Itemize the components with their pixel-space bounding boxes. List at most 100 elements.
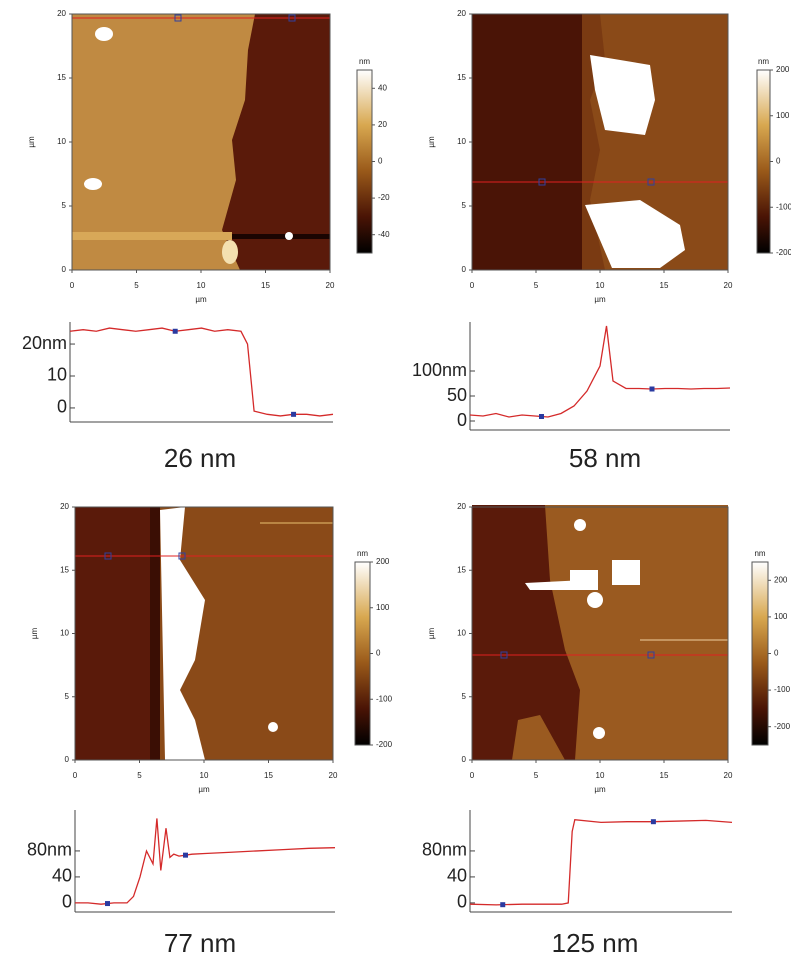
colorbar-tick-label: -40: [378, 230, 390, 239]
colorbar-tick-label: 0: [378, 157, 383, 166]
cursor-marker: [183, 852, 188, 858]
colorbar-tick-label: 100: [376, 603, 390, 612]
y-tick-label: 40: [447, 866, 467, 886]
x-axis-label: µm: [198, 785, 210, 794]
y-tick-label: 15: [60, 565, 69, 574]
x-tick-label: 15: [264, 771, 273, 780]
y-tick-label: 20: [60, 502, 69, 511]
colorbar-tick-label: 0: [376, 649, 381, 658]
x-tick-label: 20: [724, 771, 733, 780]
colorbar-tick-label: 200: [376, 557, 390, 566]
colorbar-tick-label: -200: [376, 740, 393, 749]
colorbar-label: nm: [754, 549, 765, 558]
colorbar-tick-label: -100: [776, 202, 791, 211]
colorbar-tick-label: 200: [774, 575, 788, 584]
y-tick-label: 0: [62, 892, 72, 912]
colorbar-tick-label: -200: [776, 248, 791, 257]
y-tick-label: 10: [457, 629, 466, 638]
y-axis-label: µm: [427, 628, 436, 640]
y-tick-label: 0: [62, 265, 67, 274]
x-tick-label: 10: [197, 281, 206, 290]
y-axis-label: µm: [427, 136, 436, 148]
colorbar-tick-label: 100: [776, 111, 790, 120]
colorbar-tick-label: -20: [378, 193, 390, 202]
x-tick-label: 20: [329, 771, 338, 780]
colorbar-tick-label: -200: [774, 722, 791, 731]
y-tick-label: 20nm: [22, 333, 67, 353]
y-tick-label: 5: [62, 201, 67, 210]
cursor-marker: [539, 414, 544, 419]
colorbar-tick-label: 0: [774, 649, 779, 658]
x-tick-label: 5: [534, 281, 539, 290]
cursor-marker: [105, 901, 110, 907]
x-tick-label: 20: [724, 281, 733, 290]
colorbar: [354, 561, 371, 746]
colorbar-tick-label: -100: [376, 694, 393, 703]
y-tick-label: 0: [462, 755, 467, 764]
y-tick-label: 50: [447, 385, 467, 405]
y-tick-label: 80nm: [27, 840, 72, 860]
x-tick-label: 5: [134, 281, 139, 290]
x-tick-label: 15: [660, 281, 669, 290]
caption: 125 nm: [552, 928, 639, 958]
y-tick-label: 40: [52, 866, 72, 886]
colorbar-label: nm: [359, 57, 370, 66]
x-tick-label: 5: [534, 771, 539, 780]
colorbar-tick-label: -100: [774, 685, 791, 694]
colorbar-tick-label: 200: [776, 65, 790, 74]
profile-line: [75, 818, 336, 905]
y-tick-label: 20: [57, 9, 66, 18]
y-tick-label: 20: [457, 9, 466, 18]
y-tick-label: 20: [457, 502, 466, 511]
y-tick-label: 10: [60, 629, 69, 638]
colorbar-tick-label: 20: [378, 120, 387, 129]
x-tick-label: 10: [596, 281, 605, 290]
x-axis-label: µm: [594, 785, 606, 794]
y-tick-label: 5: [462, 692, 467, 701]
afm-image-3: [75, 507, 333, 760]
colorbar: [356, 69, 373, 254]
y-tick-label: 10: [457, 137, 466, 146]
y-tick-label: 0: [57, 397, 67, 417]
colorbar-tick-label: 100: [774, 612, 788, 621]
afm-image-4: [472, 505, 728, 760]
x-axis-label: µm: [594, 295, 606, 304]
cursor-marker: [172, 328, 178, 334]
y-axis-label: µm: [27, 136, 36, 148]
caption: 26 nm: [164, 443, 236, 473]
x-tick-label: 0: [73, 771, 78, 780]
y-tick-label: 0: [462, 265, 467, 274]
x-tick-label: 0: [470, 771, 475, 780]
y-tick-label: 80nm: [422, 840, 467, 860]
y-tick-label: 100nm: [412, 360, 467, 380]
y-tick-label: 0: [457, 410, 467, 430]
colorbar: [751, 561, 769, 746]
colorbar-label: nm: [758, 57, 769, 66]
cursor-marker: [649, 386, 655, 392]
y-tick-label: 10: [47, 365, 67, 385]
x-tick-label: 15: [261, 281, 270, 290]
y-axis-label: µm: [30, 628, 39, 640]
y-tick-label: 15: [57, 73, 66, 82]
y-tick-label: 0: [65, 755, 70, 764]
cursor-marker: [291, 411, 297, 417]
profile-line: [69, 327, 334, 417]
x-axis-label: µm: [195, 295, 207, 304]
x-tick-label: 20: [326, 281, 335, 290]
afm-image-2: [472, 14, 728, 270]
caption: 77 nm: [164, 928, 236, 958]
colorbar-tick-label: 0: [776, 157, 781, 166]
x-tick-label: 10: [200, 771, 209, 780]
x-tick-label: 0: [470, 281, 475, 290]
x-tick-label: 0: [70, 281, 75, 290]
caption: 58 nm: [569, 443, 641, 473]
colorbar-tick-label: 40: [378, 83, 387, 92]
y-tick-label: 0: [457, 892, 467, 912]
y-tick-label: 15: [457, 73, 466, 82]
colorbar-label: nm: [357, 549, 368, 558]
y-tick-label: 10: [57, 137, 66, 146]
y-tick-label: 5: [65, 692, 70, 701]
x-tick-label: 5: [137, 771, 142, 780]
cursor-marker: [500, 902, 506, 908]
